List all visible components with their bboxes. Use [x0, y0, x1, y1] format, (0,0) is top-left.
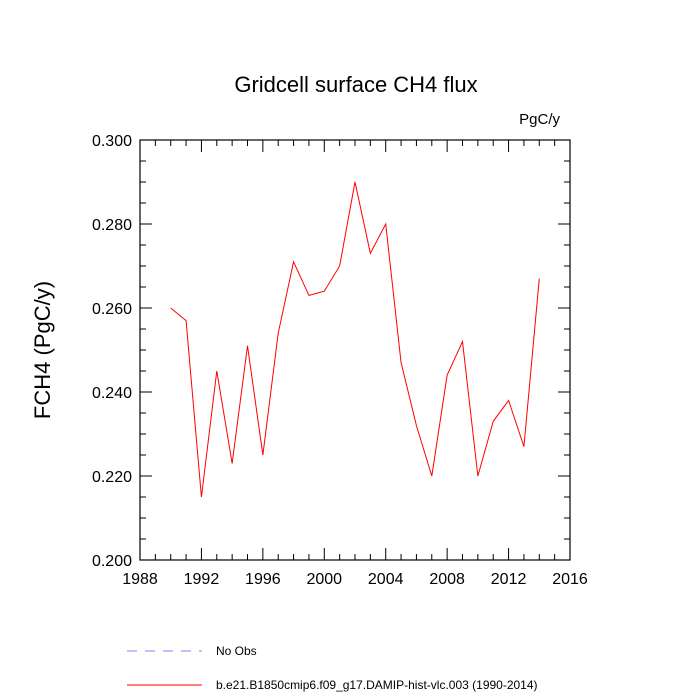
x-tick-label: 2004	[368, 571, 404, 588]
x-tick-label: 2000	[306, 571, 342, 588]
units-label: PgC/y	[519, 111, 560, 128]
x-tick-label: 1988	[122, 571, 158, 588]
y-tick-label: 0.280	[92, 217, 132, 234]
x-tick-label: 1996	[245, 571, 281, 588]
y-axis-label: FCH4 (PgC/y)	[30, 281, 55, 419]
x-tick-label: 2012	[491, 571, 527, 588]
x-tick-label: 1992	[184, 571, 220, 588]
x-tick-label: 2008	[429, 571, 465, 588]
y-tick-label: 0.240	[92, 385, 132, 402]
legend-label: b.e21.B1850cmip6.f09_g17.DAMIP-hist-vlc.…	[216, 678, 538, 692]
y-tick-label: 0.300	[92, 133, 132, 150]
y-tick-label: 0.200	[92, 553, 132, 570]
legend: No Obs b.e21.B1850cmip6.f09_g17.DAMIP-his…	[127, 644, 538, 692]
x-tick-label: 2016	[552, 571, 588, 588]
y-tick-label: 0.220	[92, 469, 132, 486]
axis-ticks	[139, 139, 571, 561]
y-tick-label: 0.260	[92, 301, 132, 318]
series-layer	[170, 181, 540, 498]
legend-label: No Obs	[216, 644, 257, 658]
axis-tick-labels: 1988 1992 1996 2000 2004 2008 2012 2016 0.200 0.2…	[92, 133, 588, 588]
chart-title: Gridcell surface CH4 flux	[234, 72, 477, 97]
series-line	[170, 181, 540, 498]
